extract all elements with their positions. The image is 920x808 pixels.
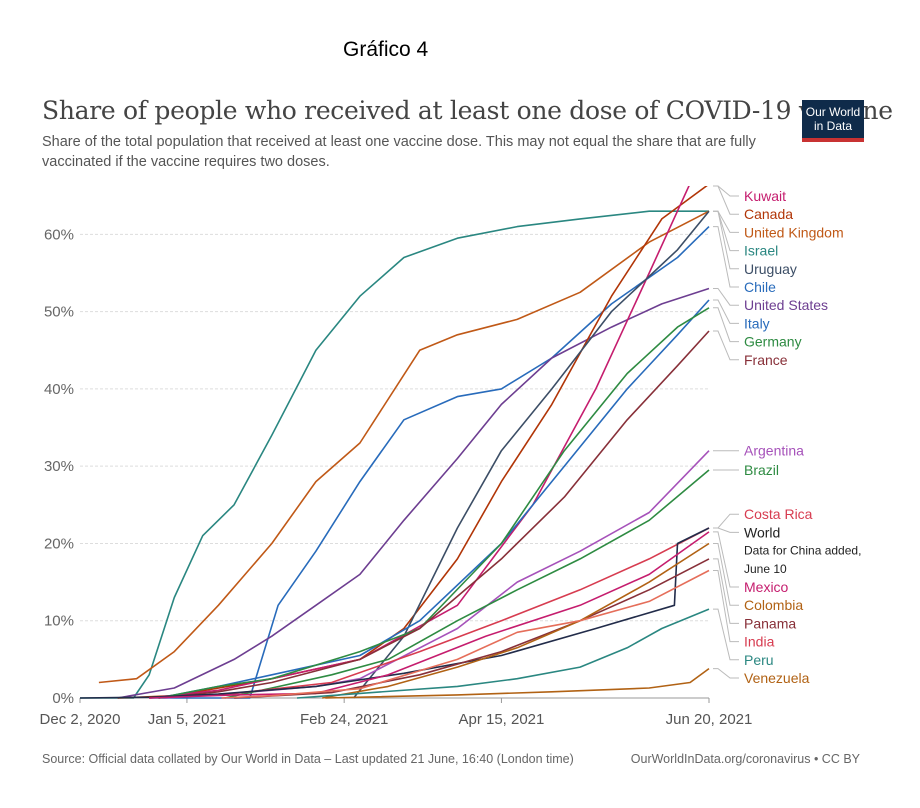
series-line-world [80,527,710,699]
x-tick-label: Apr 15, 2021 [458,711,544,728]
series-line-canada [117,186,708,699]
series-line-france [158,330,710,699]
label-connectors [713,185,739,679]
series-line-uruguay [352,210,710,699]
series-label-germany: Germany [744,334,802,350]
y-tick-label: 20% [44,535,74,552]
series-line-united-states [117,287,710,699]
x-axis: Dec 2, 2020 Jan 5, 2021 Feb 24, 2021 Apr 15… [40,697,753,728]
annotation-line: June 10 [744,562,787,576]
y-axis: 0% 10% 20% 30% 40% 50% 60% [44,226,74,707]
series-line-venezuela [325,667,710,699]
chart-title: Share of people who received at least on… [42,96,893,125]
series-line-israel [80,210,709,699]
chart-subtitle: Share of the total population that recei… [42,134,756,170]
label-connector [713,558,739,624]
series-line-india [221,569,710,699]
y-tick-label: 40% [44,381,74,398]
series-line-chile [149,226,710,699]
series-label-mexico: Mexico [744,579,789,595]
series-label-united-kingdom: United Kingdom [744,224,844,240]
series-label-world: World [744,524,780,540]
series-label-india: India [744,634,775,650]
owid-logo[interactable]: Our World in Data [802,100,864,142]
series-label-kuwait: Kuwait [744,188,786,204]
label-connector [713,185,739,197]
series-line-germany [158,307,710,699]
series-label-france: France [744,352,788,368]
y-tick-label: 50% [44,304,74,321]
footer-license: OurWorldInData.org/coronavirus • CC BY [630,752,860,766]
label-connector [713,330,739,361]
label-connector [713,608,739,661]
series-line-kuwait [149,186,690,699]
label-connector [713,307,739,343]
series-line-italy [158,299,710,699]
series-label-colombia: Colombia [744,597,803,613]
x-tick-label: Feb 24, 2021 [300,711,388,728]
series-line-mexico [149,531,710,699]
x-tick-label: Jun 20, 2021 [666,711,753,728]
label-connector [713,513,739,529]
series-label-italy: Italy [744,315,770,331]
label-connector [713,299,739,324]
series-label-uruguay: Uruguay [744,261,797,277]
series-label-israel: Israel [744,243,778,259]
y-tick-label: 10% [44,613,74,630]
series-line-brazil [224,469,710,699]
series-label-panama: Panama [744,615,796,631]
series-line-peru [296,608,710,699]
series-label-costa-rica: Costa Rica [744,506,813,522]
series-label-united-states: United States [744,297,828,313]
series-label-brazil: Brazil [744,462,779,478]
annotation-line: Data for China added, [744,544,861,558]
logo-line-2: in Data [813,119,853,133]
series-lines [80,186,710,699]
label-connector [713,668,739,679]
series-line-united-kingdom [98,210,710,684]
series-line-panama [234,558,710,699]
label-connector [713,527,739,533]
footer-source: Source: Official data collated by Our Wo… [42,752,574,766]
series-label-argentina: Argentina [744,443,804,459]
series-line-colombia [322,542,710,699]
y-tick-label: 60% [44,226,74,243]
series-label-chile: Chile [744,279,776,295]
label-connector [713,531,739,588]
logo-line-1: Our World [805,105,861,119]
label-connector [713,185,739,215]
y-tick-label: 0% [52,690,74,707]
y-tick-label: 30% [44,458,74,475]
series-line-argentina [164,450,710,699]
x-tick-label: Jan 5, 2021 [148,711,226,728]
label-connector [713,288,739,306]
label-connector [713,226,739,288]
x-tick-label: Dec 2, 2020 [40,711,121,728]
line-chart: 0% 10% 20% 30% 40% 50% 60% Dec 2, 2020 Jan 5, 2… [40,185,861,728]
label-connector [713,570,739,643]
series-label-peru: Peru [744,652,774,668]
label-connector [713,210,739,252]
series-label-venezuela: Venezuela [744,670,810,686]
label-connector [713,543,739,606]
series-labels: Kuwait Canada United Kingdom Israel Uruguay C… [744,188,861,686]
label-connector [713,210,739,270]
figure-label: Gráfico 4 [343,38,429,61]
series-label-canada: Canada [744,206,793,222]
